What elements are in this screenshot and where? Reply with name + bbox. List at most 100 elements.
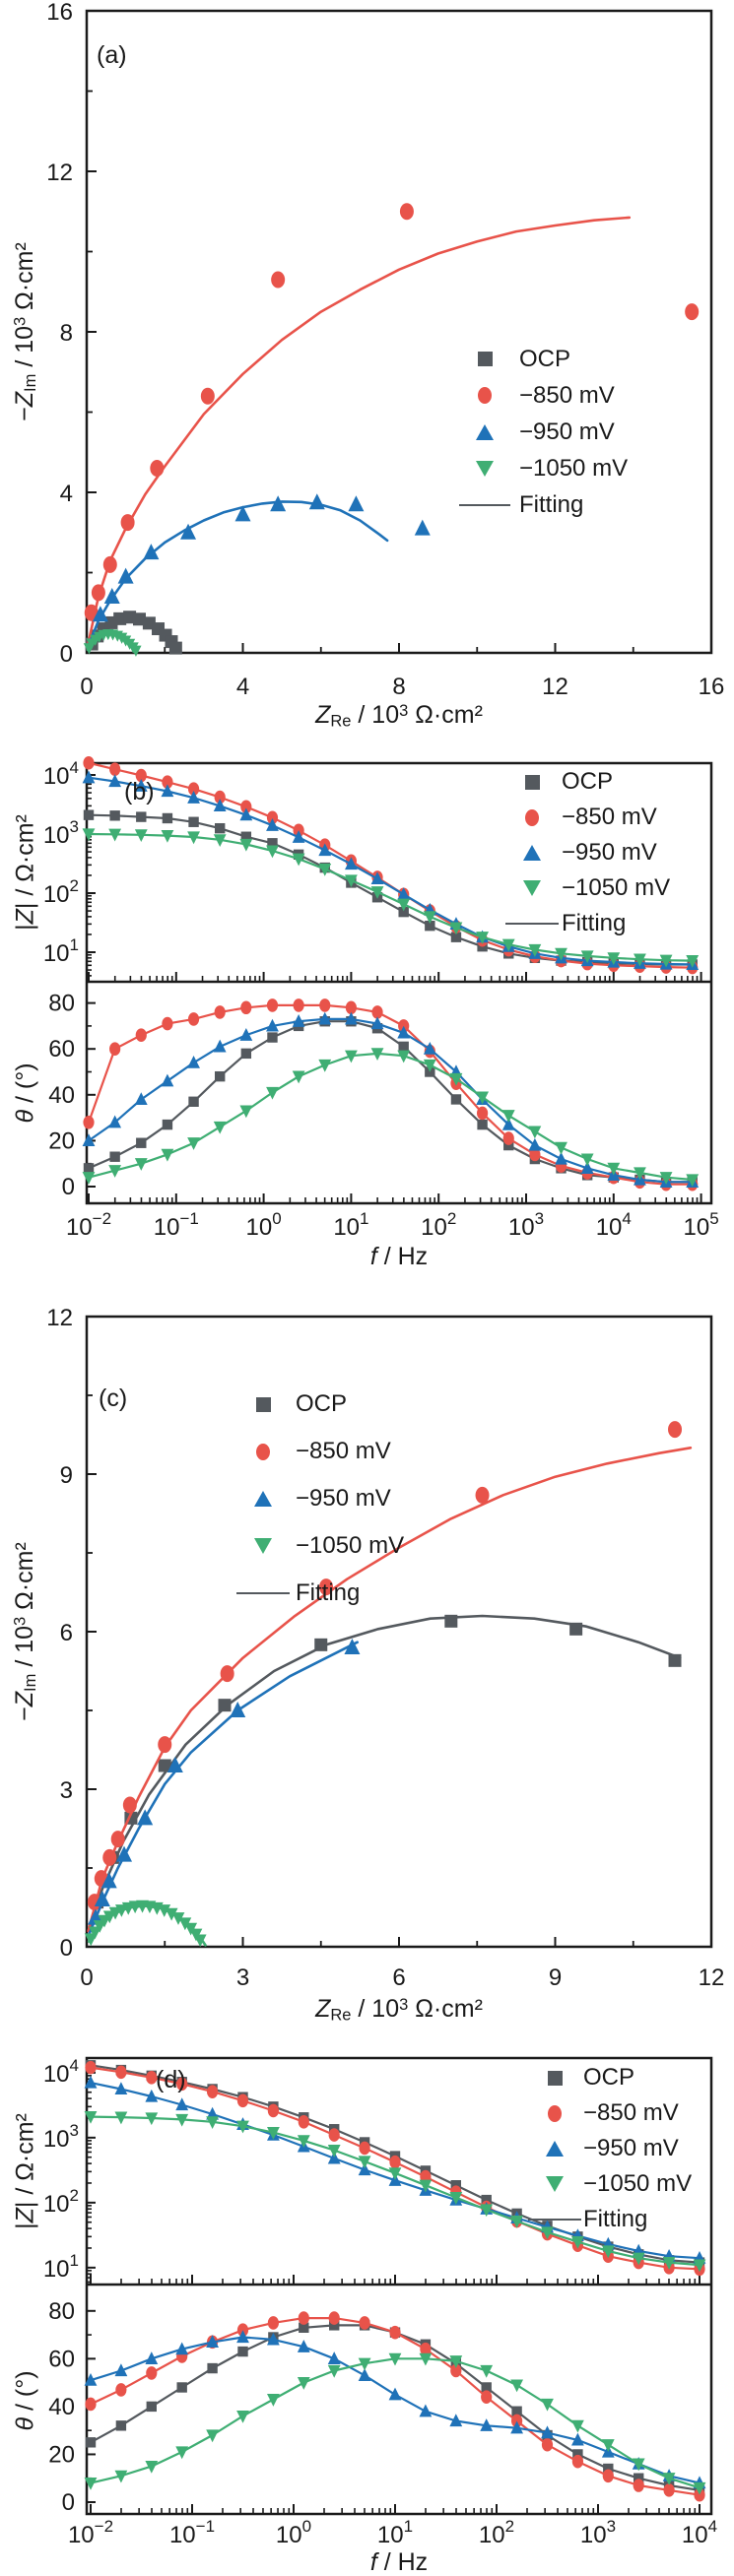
series-marker — [132, 612, 146, 626]
series-marker — [397, 1025, 411, 1039]
series-marker — [693, 2259, 706, 2273]
y-tick-label: 80 — [48, 2298, 75, 2325]
series-marker — [297, 2377, 310, 2390]
panel-c-tag: (c) — [99, 1385, 128, 1412]
series-marker — [117, 567, 134, 584]
series-marker — [85, 2437, 97, 2448]
series-marker — [634, 1167, 646, 1181]
series-marker — [237, 2346, 248, 2357]
series-marker — [84, 2110, 98, 2124]
panel-c-legend: OCP −850 mV −950 mV −1050 mV Fitting — [234, 1381, 404, 1617]
square-marker-icon — [526, 2070, 583, 2086]
series-marker — [236, 2330, 249, 2344]
series-marker — [569, 1622, 583, 1636]
legend-item-fitting: Fitting — [504, 906, 670, 941]
series-marker — [358, 2156, 371, 2169]
series-marker — [161, 1148, 174, 1162]
y-tick-label: 20 — [48, 2441, 75, 2468]
series-marker — [82, 1133, 96, 1146]
series-marker — [137, 1809, 154, 1826]
series-marker — [297, 2135, 310, 2149]
series-marker — [236, 2120, 249, 2134]
series-marker — [136, 811, 147, 822]
series-marker — [135, 768, 147, 783]
legend-item-950mv: −950 mV — [459, 414, 628, 450]
series-marker — [318, 1059, 332, 1072]
series-marker — [634, 2473, 644, 2483]
series-marker — [84, 2372, 98, 2386]
x-tick-label: 0 — [80, 674, 93, 700]
x-tick-label: 9 — [549, 1964, 562, 1991]
tick-label: 10−1 — [169, 2517, 215, 2548]
series-marker — [193, 1934, 207, 1948]
series-marker — [187, 791, 200, 804]
series-marker — [602, 2469, 614, 2483]
series-marker — [214, 1005, 226, 1019]
series-marker — [314, 1638, 328, 1651]
series-marker — [388, 2387, 402, 2401]
series-marker — [693, 2481, 706, 2495]
series-marker — [187, 1055, 200, 1068]
fit-line-icon — [526, 2219, 583, 2221]
series-marker — [161, 1073, 174, 1087]
panel-d-tag: (d) — [156, 2066, 186, 2093]
y-tick-label: 60 — [48, 2346, 75, 2372]
series-marker — [120, 514, 135, 532]
series-marker — [299, 2322, 309, 2333]
series-marker — [607, 1162, 621, 1176]
series-marker — [477, 1106, 489, 1121]
series-marker — [668, 1653, 682, 1667]
series-marker — [298, 2114, 309, 2129]
tick-label: 10−2 — [66, 1209, 111, 1241]
triangle-up-marker-icon — [504, 845, 560, 861]
series-marker — [85, 2060, 97, 2075]
legend-item-1050mv: −1050 mV — [526, 2166, 692, 2202]
legend-item-fitting: Fitting — [234, 1570, 404, 1617]
series-marker — [319, 1578, 334, 1596]
panel-a-xaxis-title: ZRe / 103 Ω·cm² — [315, 701, 483, 731]
series-marker — [398, 906, 409, 918]
series-marker — [145, 2112, 159, 2126]
series-marker — [419, 2352, 433, 2366]
triangle-up-marker-icon — [526, 2141, 583, 2157]
x-tick-label: 0 — [80, 1964, 93, 1991]
series-marker — [84, 604, 99, 621]
series-marker — [345, 1050, 358, 1063]
tick-label: 10−1 — [154, 1209, 199, 1241]
series-marker — [329, 2320, 340, 2331]
tick-label: 102 — [421, 1209, 456, 1241]
series-marker — [162, 812, 173, 824]
fit-line-icon — [459, 503, 510, 506]
legend-item-ocp: OCP — [504, 764, 670, 800]
series-marker — [541, 2437, 554, 2452]
series-marker — [541, 2425, 554, 2439]
series-marker — [145, 2351, 159, 2364]
series-marker — [213, 1039, 227, 1053]
series-marker — [271, 271, 286, 289]
series-marker — [528, 943, 542, 957]
series-marker — [659, 954, 673, 968]
y-tick-label: 4 — [60, 481, 73, 507]
series-marker — [165, 1907, 178, 1921]
series-marker — [580, 950, 594, 964]
series-marker — [130, 645, 142, 657]
series-marker — [92, 606, 108, 622]
series-marker — [603, 2463, 614, 2475]
series-marker — [359, 2141, 370, 2156]
plot-border — [85, 761, 713, 1205]
series-marker — [215, 822, 226, 834]
series-marker — [397, 1050, 411, 1063]
series-marker — [215, 1070, 226, 1082]
series-marker — [236, 2093, 249, 2108]
series-marker — [82, 828, 96, 842]
series-marker — [102, 1848, 117, 1866]
tick-label: 105 — [684, 1209, 719, 1241]
y-tick-label: 12 — [46, 160, 73, 186]
series-marker — [187, 1137, 200, 1150]
series-marker — [449, 922, 463, 935]
series-marker — [103, 587, 120, 604]
square-marker-icon — [234, 1396, 292, 1412]
y-tick-label: 80 — [48, 991, 75, 1017]
series-marker — [327, 2151, 341, 2164]
tick-label: 100 — [246, 1209, 282, 1241]
